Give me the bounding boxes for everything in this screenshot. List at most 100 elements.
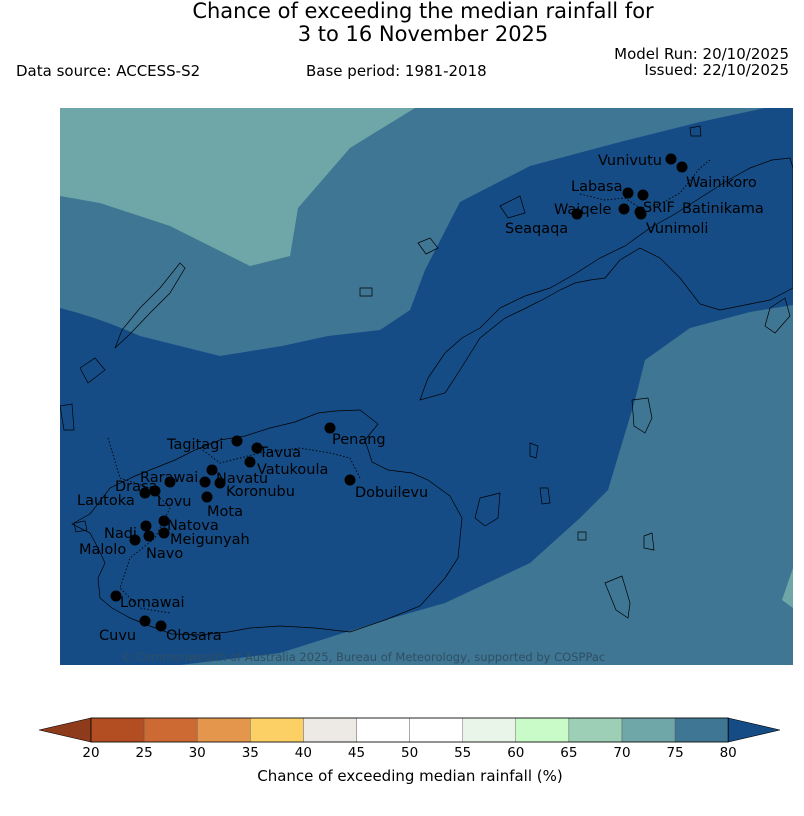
station-label: Waiqele — [554, 202, 611, 218]
station-marker — [665, 153, 677, 165]
viti-levu-coast — [71, 409, 463, 636]
colorbar-tick-label: 75 — [666, 745, 684, 761]
station-marker — [637, 189, 649, 201]
station-label: Vunimoli — [646, 221, 708, 237]
station-marker — [231, 435, 243, 447]
station-marker — [155, 620, 167, 632]
island-yasawa-1 — [114, 262, 186, 349]
colorbar-tick-label: 45 — [347, 745, 366, 761]
colorbar-tick-label: 40 — [294, 745, 312, 761]
station-label: Olosara — [166, 628, 222, 644]
colorbar-segment — [674, 717, 729, 743]
island-east-2 — [604, 575, 631, 619]
station-markers: Vunivutu Wainikoro Labasa Waiqele SRIF Batini… — [77, 153, 764, 644]
model-run-label: Model Run: 20/10/2025 — [614, 45, 789, 63]
data-source-label: Data source: ACCESS-S2 — [16, 62, 201, 80]
station-marker — [110, 590, 122, 602]
station-marker — [618, 203, 630, 215]
colorbar-tick-label: 55 — [454, 745, 472, 761]
rainfall-map: Vunivutu Wainikoro Labasa Waiqele SRIF Batini… — [60, 108, 793, 665]
colorbar-tick-label: 35 — [241, 745, 259, 761]
station-label: Navatu — [216, 471, 268, 487]
colorbar-tick-label: 20 — [82, 745, 100, 761]
map-title: Chance of exceeding the median rainfall … — [0, 0, 804, 46]
station-marker — [251, 442, 263, 454]
colorbar-label: Chance of exceeding median rainfall (%) — [257, 767, 563, 785]
station-label: Koronubu — [226, 484, 295, 500]
station-marker — [324, 422, 336, 434]
station-label: Dobuilevu — [355, 485, 428, 501]
island-small-6 — [417, 237, 439, 255]
station-marker — [201, 491, 213, 503]
island-west-1 — [60, 403, 75, 431]
island-small-4 — [577, 531, 587, 541]
colorbar-segment — [250, 717, 304, 743]
station-label: Mota — [207, 504, 243, 520]
colorbar-segment — [303, 717, 357, 743]
colorbar-segment — [462, 717, 517, 743]
coastlines — [60, 125, 793, 636]
island-ovalau — [631, 397, 653, 434]
colorbar-segment — [568, 717, 623, 743]
colorbar-segment — [621, 717, 676, 743]
station-label: Vunivutu — [598, 153, 662, 169]
station-label: Meigunyah — [170, 532, 250, 548]
district-boundaries — [107, 159, 711, 614]
title-line-1: Chance of exceeding the median rainfall … — [192, 0, 654, 23]
colorbar-tick-label: 60 — [507, 745, 525, 761]
colorbar-segment — [356, 717, 410, 743]
colorbar-tick-label: 25 — [135, 745, 153, 761]
station-label: Tagitagi — [166, 437, 223, 453]
station-marker — [140, 520, 152, 532]
colorbar-tick-label: 50 — [401, 745, 419, 761]
station-marker — [129, 534, 141, 546]
copyright-notice: © Commonwealth of Australia 2025, Bureau… — [121, 650, 605, 664]
station-marker — [139, 615, 151, 627]
station-label: Cuvu — [99, 628, 136, 644]
station-label: Lautoka — [77, 493, 135, 509]
station-marker — [139, 487, 151, 499]
station-label: Labasa — [571, 179, 623, 195]
colorbar-segment — [196, 717, 251, 743]
colorbar-segment — [409, 717, 463, 743]
station-label: Malolo — [79, 542, 126, 558]
station-marker — [206, 464, 218, 476]
colorbar-segment — [90, 717, 145, 743]
issued-label: Issued: 22/10/2025 — [644, 61, 789, 79]
station-marker — [158, 527, 170, 539]
island-west-2 — [73, 520, 88, 533]
island-gau — [474, 492, 501, 527]
station-marker — [164, 476, 176, 488]
station-marker — [635, 208, 647, 220]
colorbar-under-arrow — [38, 717, 92, 743]
colorbar-tick-label: 70 — [613, 745, 631, 761]
band-70-75-right — [782, 568, 793, 608]
station-marker — [199, 476, 211, 488]
colorbar-tick-label: 65 — [560, 745, 578, 761]
station-label: Vatukoula — [257, 462, 328, 478]
station-marker — [571, 208, 583, 220]
island-small-7 — [499, 195, 526, 219]
run-info: Model Run: 20/10/2025 Issued: 22/10/2025 — [614, 46, 789, 78]
colorbar-over-arrow — [727, 717, 781, 743]
island-yasawa-2 — [79, 357, 106, 384]
colorbar-segment — [515, 717, 570, 743]
station-marker — [244, 456, 256, 468]
title-line-2: 3 to 16 November 2025 — [297, 22, 549, 46]
station-label: Wainikoro — [686, 175, 757, 191]
station-label: Nadi — [104, 526, 137, 542]
island-small-2 — [539, 487, 551, 505]
station-marker — [149, 485, 161, 497]
island-small-3 — [529, 442, 539, 459]
station-marker — [676, 161, 688, 173]
colorbar-frame — [90, 717, 729, 743]
station-marker — [214, 477, 226, 489]
station-label: Batinikama — [682, 201, 764, 217]
station-label: Lovu — [157, 494, 191, 510]
colorbar — [38, 716, 782, 744]
station-marker — [344, 474, 356, 486]
colorbar-tick-label: 80 — [719, 745, 737, 761]
station-label: Lomawai — [120, 595, 184, 611]
island-east-1 — [764, 297, 791, 334]
island-small-5 — [359, 287, 373, 297]
